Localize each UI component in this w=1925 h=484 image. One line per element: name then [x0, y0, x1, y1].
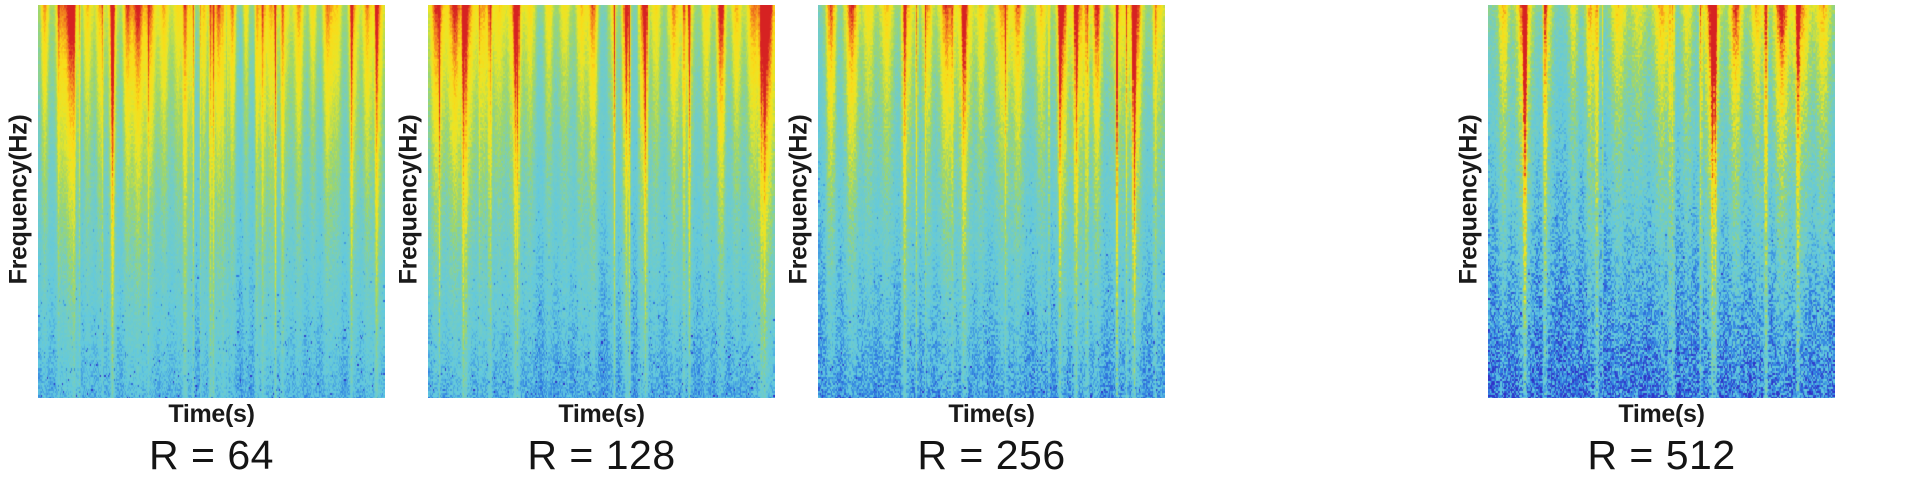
- panel-caption: R = 128: [527, 432, 676, 478]
- y-axis-label: Frequency(Hz): [390, 0, 428, 398]
- x-axis-label: Time(s): [558, 400, 645, 428]
- spectrogram-panel: Frequency(Hz) Time(s) R = 512: [1450, 0, 1835, 484]
- panel-caption: R = 512: [1587, 432, 1736, 478]
- spectrogram-panel: Frequency(Hz) Time(s) R = 128: [390, 0, 775, 484]
- spectrogram-heatmap: [818, 5, 1165, 398]
- x-axis-label: Time(s): [948, 400, 1035, 428]
- panel-caption: R = 64: [149, 432, 274, 478]
- x-axis-label: Time(s): [1618, 400, 1705, 428]
- spectrogram-panel: Frequency(Hz) Time(s) R = 256: [780, 0, 1165, 484]
- panel-caption: R = 256: [917, 432, 1066, 478]
- spectrogram-heatmap: [1488, 5, 1835, 398]
- y-axis-label: Frequency(Hz): [1450, 0, 1488, 398]
- y-axis-label-text: Frequency(Hz): [4, 114, 33, 284]
- x-axis-label: Time(s): [168, 400, 255, 428]
- spectrogram-heatmap: [38, 5, 385, 398]
- y-axis-label-text: Frequency(Hz): [784, 114, 813, 284]
- y-axis-label-text: Frequency(Hz): [1454, 114, 1483, 284]
- y-axis-label: Frequency(Hz): [0, 0, 38, 398]
- spectrogram-heatmap: [428, 5, 775, 398]
- spectrogram-panel: Frequency(Hz) Time(s) R = 64: [0, 0, 385, 484]
- y-axis-label: Frequency(Hz): [780, 0, 818, 398]
- y-axis-label-text: Frequency(Hz): [394, 114, 423, 284]
